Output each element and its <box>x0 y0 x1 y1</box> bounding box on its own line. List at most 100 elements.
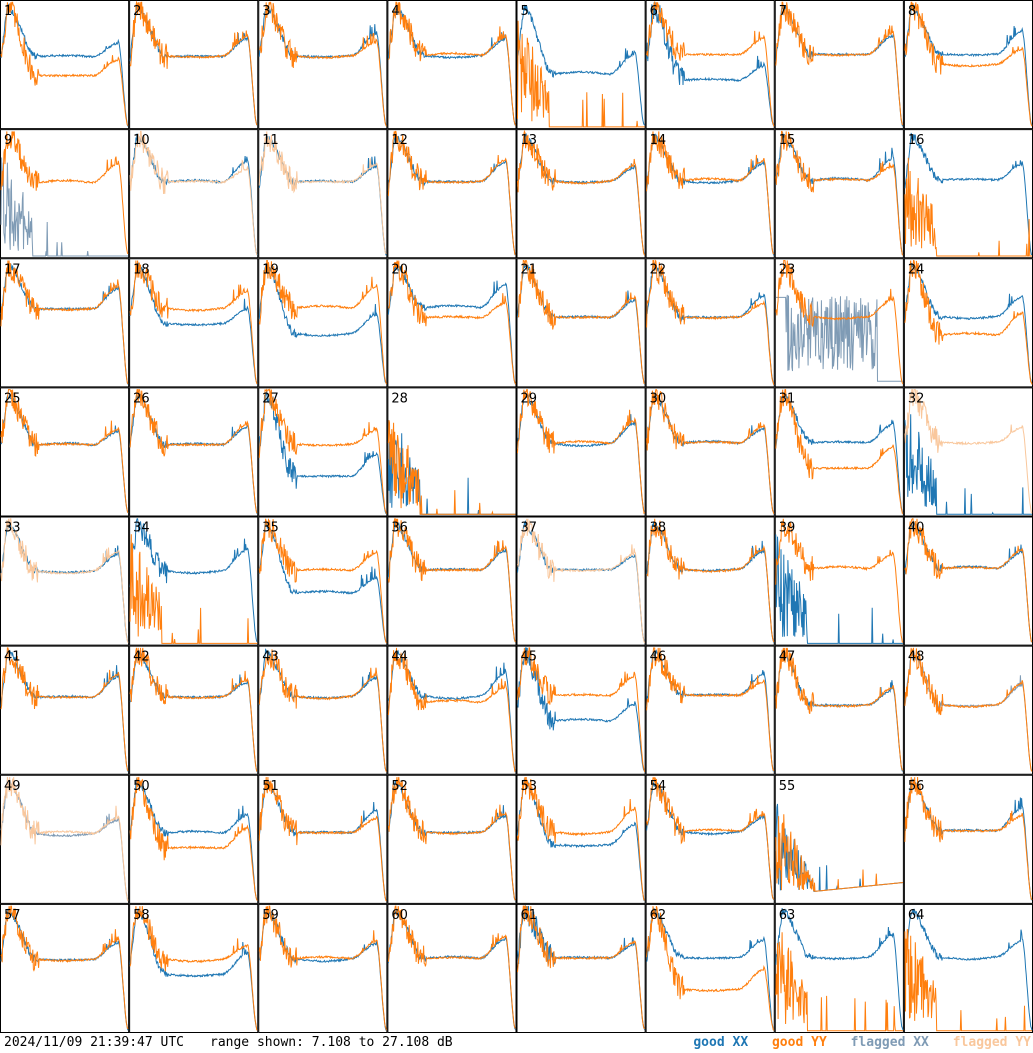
panel-43: 43 <box>258 645 388 775</box>
panel-label: 33 <box>4 521 21 536</box>
panel-54: 54 <box>645 774 775 904</box>
trace-yy-56 <box>904 776 1033 901</box>
trace-yy-46 <box>646 647 775 772</box>
trace-yy-63 <box>775 932 903 1032</box>
trace-yy-37 <box>517 518 646 644</box>
panel-12: 12 <box>387 129 517 259</box>
panel-frame <box>129 903 259 1033</box>
trace-yy-64 <box>904 929 1032 1032</box>
panel-label: 38 <box>650 521 667 536</box>
trace-xx-29 <box>517 391 646 513</box>
panel-frame <box>903 903 1033 1033</box>
panel-frame <box>129 645 259 775</box>
trace-xx-44 <box>387 649 516 773</box>
trace-yy-14 <box>646 131 775 255</box>
trace-yy-39 <box>775 518 904 643</box>
panel-frame <box>903 0 1033 130</box>
trace-xx-19 <box>258 263 387 384</box>
panel-label: 7 <box>779 4 787 19</box>
panel-63: 63 <box>774 903 904 1033</box>
panel-label: 39 <box>779 521 796 536</box>
panel-label: 56 <box>908 779 925 794</box>
panel-55: 55 <box>774 774 904 904</box>
panel-2: 2 <box>129 0 259 130</box>
trace-xx-32 <box>904 414 1032 515</box>
trace-yy-35 <box>258 518 387 644</box>
panel-58: 58 <box>129 903 259 1033</box>
panel-26: 26 <box>129 387 259 517</box>
trace-xx-61 <box>517 904 646 1030</box>
panel-label: 57 <box>4 908 21 923</box>
panel-60: 60 <box>387 903 517 1033</box>
panel-frame <box>645 0 775 130</box>
panel-label: 52 <box>391 779 408 794</box>
panel-label: 48 <box>908 650 925 665</box>
panel-label: 22 <box>650 262 667 277</box>
range-label: range shown: 7.108 to 27.108 dB <box>210 1035 453 1050</box>
panel-label: 15 <box>779 133 796 148</box>
panel-15: 15 <box>774 129 904 259</box>
trace-xx-6 <box>646 2 775 126</box>
trace-yy-52 <box>387 776 516 901</box>
panel-48: 48 <box>903 645 1033 775</box>
trace-yy-40 <box>904 518 1033 643</box>
panel-25: 25 <box>0 387 130 517</box>
trace-yy-49 <box>0 776 129 902</box>
panel-13: 13 <box>516 129 646 259</box>
panel-frame <box>516 387 646 517</box>
panel-label: 2 <box>133 4 141 19</box>
panel-frame <box>774 387 904 517</box>
trace-xx-42 <box>129 650 258 773</box>
trace-yy-20 <box>387 260 516 385</box>
panel-label: 37 <box>521 521 538 536</box>
panel-41: 41 <box>0 645 130 775</box>
panel-frame <box>0 903 130 1033</box>
panel-31: 31 <box>774 387 904 517</box>
trace-yy-4 <box>387 1 516 126</box>
trace-yy-6 <box>646 0 775 127</box>
panel-frame <box>387 0 517 130</box>
panel-frame <box>903 129 1033 259</box>
trace-yy-44 <box>387 647 516 773</box>
panel-label: 61 <box>521 908 538 923</box>
trace-yy-12 <box>387 130 516 256</box>
panel-57: 57 <box>0 903 130 1033</box>
panel-label: 30 <box>650 391 667 406</box>
panel-frame <box>387 774 517 904</box>
panel-label: 34 <box>133 521 150 536</box>
trace-yy-38 <box>646 518 775 643</box>
panel-16: 16 <box>903 129 1033 259</box>
panel-8: 8 <box>903 0 1033 130</box>
panel-34: 34 <box>129 516 259 646</box>
panel-label: 62 <box>650 908 667 923</box>
panel-label: 11 <box>262 133 279 148</box>
trace-yy-61 <box>517 905 645 1030</box>
panel-56: 56 <box>903 774 1033 904</box>
panel-frame <box>387 258 517 388</box>
panel-frame <box>645 387 775 517</box>
panel-label: 53 <box>521 779 538 794</box>
panel-33: 33 <box>0 516 130 646</box>
trace-xx-64 <box>904 908 1033 1031</box>
panel-44: 44 <box>387 645 517 775</box>
panel-label: 25 <box>4 391 21 406</box>
panel-label: 45 <box>521 650 538 665</box>
panel-frame <box>903 387 1033 517</box>
panel-label: 3 <box>262 4 270 19</box>
panel-frame <box>0 0 130 130</box>
panel-frame <box>645 774 775 904</box>
panel-3: 3 <box>258 0 388 130</box>
legend-good-yy: good YY <box>771 1035 827 1050</box>
trace-xx-5 <box>517 4 645 126</box>
panel-frame <box>774 774 904 904</box>
panel-11: 11 <box>258 129 388 259</box>
panel-label: 19 <box>262 262 279 277</box>
trace-yy-11 <box>258 131 387 255</box>
trace-yy-53 <box>517 776 645 901</box>
panel-38: 38 <box>645 516 775 646</box>
panel-frame <box>387 903 517 1033</box>
panel-39: 39 <box>774 516 904 646</box>
panel-49: 49 <box>0 774 130 904</box>
panel-frame <box>645 258 775 388</box>
panel-frame <box>0 387 130 517</box>
